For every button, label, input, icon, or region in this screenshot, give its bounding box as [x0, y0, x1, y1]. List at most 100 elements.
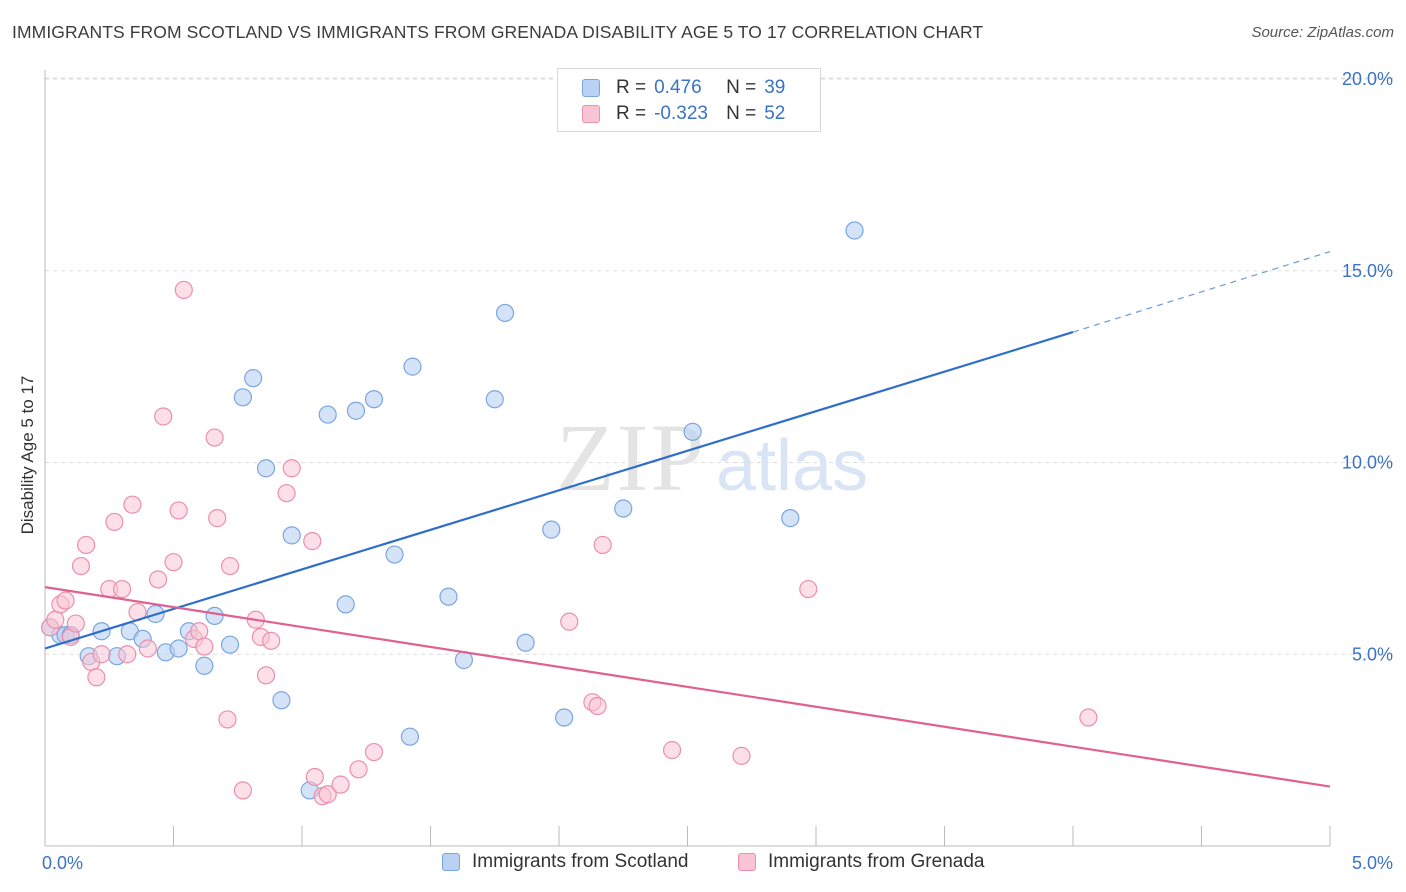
- legend-n-value: 39: [764, 77, 786, 98]
- grenada-point: [305, 767, 324, 787]
- grenada-point: [588, 696, 607, 716]
- series-scotland-points: [41, 221, 864, 800]
- grenada-point: [138, 639, 157, 658]
- grenada-point: [799, 579, 818, 599]
- x-tick-label: 0.0%: [42, 853, 83, 873]
- grenada-point: [277, 484, 296, 503]
- scotland-point: [272, 691, 291, 710]
- scotland-point: [516, 633, 535, 652]
- scotland-trend-extension: [1072, 251, 1331, 333]
- grenada-point: [87, 668, 106, 687]
- legend-n-label: N =: [726, 103, 757, 124]
- chart-title: IMMIGRANTS FROM SCOTLAND VS IMMIGRANTS F…: [12, 22, 984, 42]
- grenada-trend-line: [44, 586, 1331, 788]
- grenada-point: [71, 556, 91, 576]
- grenada-point: [218, 710, 237, 729]
- grenada-point: [66, 614, 85, 633]
- grenada-point: [46, 610, 65, 629]
- y-axis-title: Disability Age 5 to 17: [18, 375, 37, 535]
- y-tick-label: 10.0%: [1342, 453, 1393, 473]
- legend-n-label: N =: [726, 77, 757, 98]
- grenada-point: [282, 459, 301, 478]
- grenada-point: [123, 495, 142, 514]
- grenada-point: [154, 407, 173, 426]
- grenada-point: [56, 591, 75, 610]
- scotland-point: [282, 526, 301, 545]
- legend-r-value: -0.323: [654, 103, 708, 124]
- scotland-point: [385, 545, 404, 564]
- scotland-swatch: [582, 79, 600, 97]
- scotland-point: [233, 388, 252, 407]
- grenada-point: [349, 760, 368, 779]
- y-tick-label: 20.0%: [1342, 69, 1393, 89]
- legend-item-grenada: Immigrants from Grenada: [738, 851, 984, 873]
- watermark-zip: ZIP: [556, 404, 706, 511]
- y-tick-label: 5.0%: [1352, 644, 1393, 664]
- trend-lines: [44, 251, 1331, 788]
- grenada-point: [256, 666, 276, 685]
- scotland-point: [205, 606, 224, 626]
- scotland-point: [244, 369, 263, 388]
- legend-r-label: R =: [616, 103, 647, 124]
- scotland-point: [195, 656, 214, 675]
- chart-source: Source: ZipAtlas.com: [1251, 24, 1394, 41]
- grenada-point: [233, 781, 252, 800]
- scotland-point: [169, 639, 188, 658]
- scotland-point: [346, 401, 366, 420]
- grenada-point: [164, 553, 183, 572]
- scotland-point: [220, 635, 240, 654]
- scotland-point: [439, 587, 458, 606]
- grenada-point: [169, 501, 188, 520]
- grenada-point: [331, 775, 350, 794]
- x-tick-label: 5.0%: [1352, 853, 1393, 873]
- grenada-point: [112, 579, 132, 599]
- scotland-point: [403, 357, 422, 376]
- grenada-point: [220, 556, 240, 576]
- grenada-point: [105, 512, 124, 532]
- grenada-point: [174, 280, 193, 300]
- legend-row-grenada: R = -0.323 N = 52: [582, 102, 785, 126]
- scotland-point: [336, 595, 355, 614]
- watermark-atlas: atlas: [716, 426, 868, 506]
- grenada-point: [195, 637, 214, 656]
- grenada-swatch: [582, 105, 600, 123]
- grenada-point: [593, 535, 612, 555]
- grenada-point: [1079, 708, 1098, 727]
- legend-r-label: R =: [616, 77, 647, 98]
- legend-label-scotland: Immigrants from Scotland: [472, 851, 689, 872]
- grenada-legend-swatch: [738, 853, 756, 871]
- grenada-point: [560, 612, 579, 631]
- grenada-point: [303, 532, 322, 551]
- scotland-point: [555, 708, 574, 727]
- y-tick-label: 15.0%: [1342, 261, 1393, 281]
- scotland-point: [256, 459, 276, 478]
- grenada-point: [190, 622, 209, 641]
- legend-item-scotland: Immigrants from Scotland: [442, 851, 688, 873]
- grenada-point: [77, 535, 96, 555]
- grenada-point: [662, 741, 682, 760]
- axes: [44, 70, 1331, 847]
- scotland-point: [542, 520, 561, 539]
- grid-lines: [45, 77, 1395, 655]
- scotland-trend-line: [44, 331, 1074, 650]
- grenada-point: [318, 785, 337, 804]
- legend-r-value: 0.476: [654, 77, 702, 98]
- scotland-point: [400, 727, 420, 746]
- grenada-point: [118, 645, 137, 664]
- legend-row-scotland: R = 0.476 N = 39: [582, 76, 785, 100]
- scotland-point: [683, 422, 702, 441]
- grenada-point: [148, 570, 168, 589]
- scotland-point: [485, 390, 504, 409]
- grenada-point: [208, 509, 227, 528]
- scotland-point: [845, 221, 864, 240]
- watermark: ZIP atlas: [556, 404, 868, 511]
- grenada-point: [92, 645, 111, 664]
- grenada-point: [262, 631, 281, 650]
- scotland-legend-swatch: [442, 853, 460, 871]
- series-grenada-points: [41, 280, 1098, 806]
- legend-n-value: 52: [764, 103, 786, 124]
- scotland-point: [364, 390, 384, 409]
- scotland-point: [614, 499, 633, 518]
- stats-legend: R = 0.476 N = 39 R = -0.323 N = 52: [557, 68, 821, 132]
